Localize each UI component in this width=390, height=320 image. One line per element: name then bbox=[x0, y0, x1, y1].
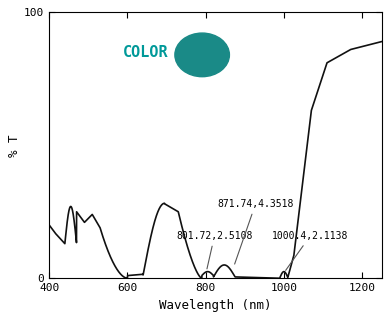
Text: 1000.4,2.1138: 1000.4,2.1138 bbox=[272, 231, 349, 270]
Text: 871.74,4.3518: 871.74,4.3518 bbox=[217, 199, 294, 264]
Y-axis label: % T: % T bbox=[8, 134, 21, 156]
X-axis label: Wavelength (nm): Wavelength (nm) bbox=[159, 299, 272, 312]
Text: 801.72,2.5108: 801.72,2.5108 bbox=[176, 231, 253, 269]
Text: COLOR: COLOR bbox=[123, 45, 168, 60]
Circle shape bbox=[175, 33, 229, 77]
